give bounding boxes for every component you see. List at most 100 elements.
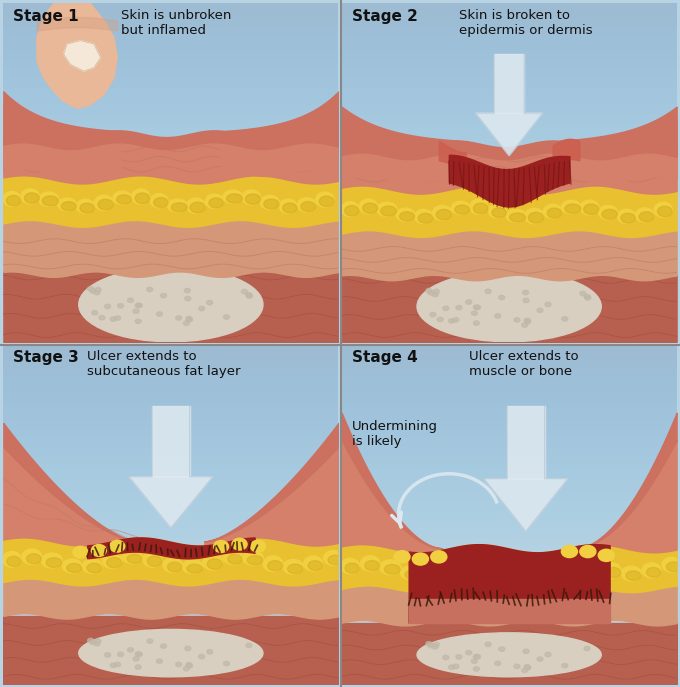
Ellipse shape	[95, 287, 101, 292]
Ellipse shape	[520, 567, 541, 580]
Ellipse shape	[562, 545, 577, 558]
Ellipse shape	[228, 554, 242, 564]
Text: Stage 3: Stage 3	[14, 350, 79, 365]
Ellipse shape	[175, 316, 182, 320]
Ellipse shape	[223, 190, 243, 203]
Ellipse shape	[523, 298, 529, 302]
Ellipse shape	[585, 563, 601, 572]
Ellipse shape	[495, 661, 500, 666]
Ellipse shape	[199, 655, 205, 659]
Ellipse shape	[647, 567, 660, 577]
Ellipse shape	[545, 302, 551, 306]
Ellipse shape	[116, 195, 131, 204]
Ellipse shape	[445, 564, 460, 574]
Ellipse shape	[207, 300, 213, 305]
Ellipse shape	[245, 194, 260, 204]
Ellipse shape	[475, 305, 481, 310]
Ellipse shape	[199, 306, 205, 311]
Polygon shape	[129, 477, 213, 528]
Ellipse shape	[642, 563, 661, 578]
Ellipse shape	[443, 655, 449, 660]
Ellipse shape	[87, 563, 101, 573]
Ellipse shape	[565, 204, 581, 213]
Ellipse shape	[184, 321, 189, 326]
Ellipse shape	[359, 199, 378, 214]
Ellipse shape	[150, 194, 168, 207]
Text: Stage 1: Stage 1	[14, 8, 79, 23]
Ellipse shape	[135, 319, 141, 324]
Ellipse shape	[127, 554, 141, 563]
Ellipse shape	[473, 305, 479, 309]
Ellipse shape	[185, 646, 191, 651]
Ellipse shape	[561, 201, 581, 214]
Ellipse shape	[90, 289, 96, 293]
Ellipse shape	[426, 642, 432, 646]
Ellipse shape	[247, 556, 262, 565]
Ellipse shape	[453, 317, 459, 322]
Ellipse shape	[514, 317, 520, 322]
Ellipse shape	[88, 638, 94, 643]
Ellipse shape	[224, 662, 230, 666]
Ellipse shape	[580, 200, 599, 215]
Ellipse shape	[175, 662, 182, 666]
Ellipse shape	[436, 210, 452, 220]
Ellipse shape	[88, 286, 94, 291]
Ellipse shape	[105, 304, 111, 308]
Text: Ulcer extends to
subcutaneous fat layer: Ulcer extends to subcutaneous fat layer	[87, 350, 241, 379]
Ellipse shape	[186, 664, 192, 668]
Ellipse shape	[626, 571, 641, 581]
Ellipse shape	[405, 570, 420, 579]
Ellipse shape	[79, 267, 263, 342]
Polygon shape	[484, 479, 568, 531]
Ellipse shape	[415, 210, 432, 224]
Ellipse shape	[243, 551, 263, 565]
Ellipse shape	[466, 651, 472, 655]
Ellipse shape	[433, 289, 439, 293]
Ellipse shape	[205, 194, 224, 208]
Ellipse shape	[384, 565, 400, 574]
Ellipse shape	[360, 556, 380, 571]
Ellipse shape	[341, 559, 359, 574]
Ellipse shape	[525, 319, 531, 324]
Ellipse shape	[147, 287, 153, 292]
Ellipse shape	[135, 665, 141, 669]
Text: Stage 2: Stage 2	[352, 8, 418, 23]
Ellipse shape	[396, 208, 415, 221]
Ellipse shape	[362, 203, 377, 214]
Ellipse shape	[79, 629, 263, 677]
Ellipse shape	[207, 559, 222, 570]
Ellipse shape	[6, 195, 20, 206]
Ellipse shape	[426, 289, 432, 293]
Ellipse shape	[167, 199, 188, 212]
Ellipse shape	[524, 664, 530, 669]
Ellipse shape	[246, 294, 252, 298]
Ellipse shape	[528, 212, 543, 223]
Ellipse shape	[163, 558, 182, 572]
Ellipse shape	[147, 639, 153, 643]
Ellipse shape	[3, 552, 21, 567]
FancyBboxPatch shape	[152, 406, 190, 477]
Ellipse shape	[67, 563, 82, 572]
Ellipse shape	[21, 189, 39, 204]
Ellipse shape	[485, 642, 491, 646]
Ellipse shape	[654, 202, 673, 217]
Ellipse shape	[154, 198, 168, 207]
Ellipse shape	[113, 191, 131, 204]
Ellipse shape	[456, 306, 462, 310]
Ellipse shape	[279, 199, 297, 214]
Ellipse shape	[432, 205, 452, 221]
Ellipse shape	[203, 554, 223, 570]
Ellipse shape	[432, 292, 438, 297]
Ellipse shape	[186, 316, 192, 321]
Ellipse shape	[455, 205, 470, 214]
Ellipse shape	[341, 201, 359, 216]
Ellipse shape	[437, 317, 443, 322]
Ellipse shape	[501, 564, 520, 579]
Ellipse shape	[379, 560, 401, 575]
Ellipse shape	[109, 540, 125, 552]
Ellipse shape	[488, 204, 507, 218]
Ellipse shape	[133, 309, 139, 313]
Ellipse shape	[636, 208, 654, 222]
Ellipse shape	[522, 290, 528, 295]
Ellipse shape	[562, 556, 581, 572]
